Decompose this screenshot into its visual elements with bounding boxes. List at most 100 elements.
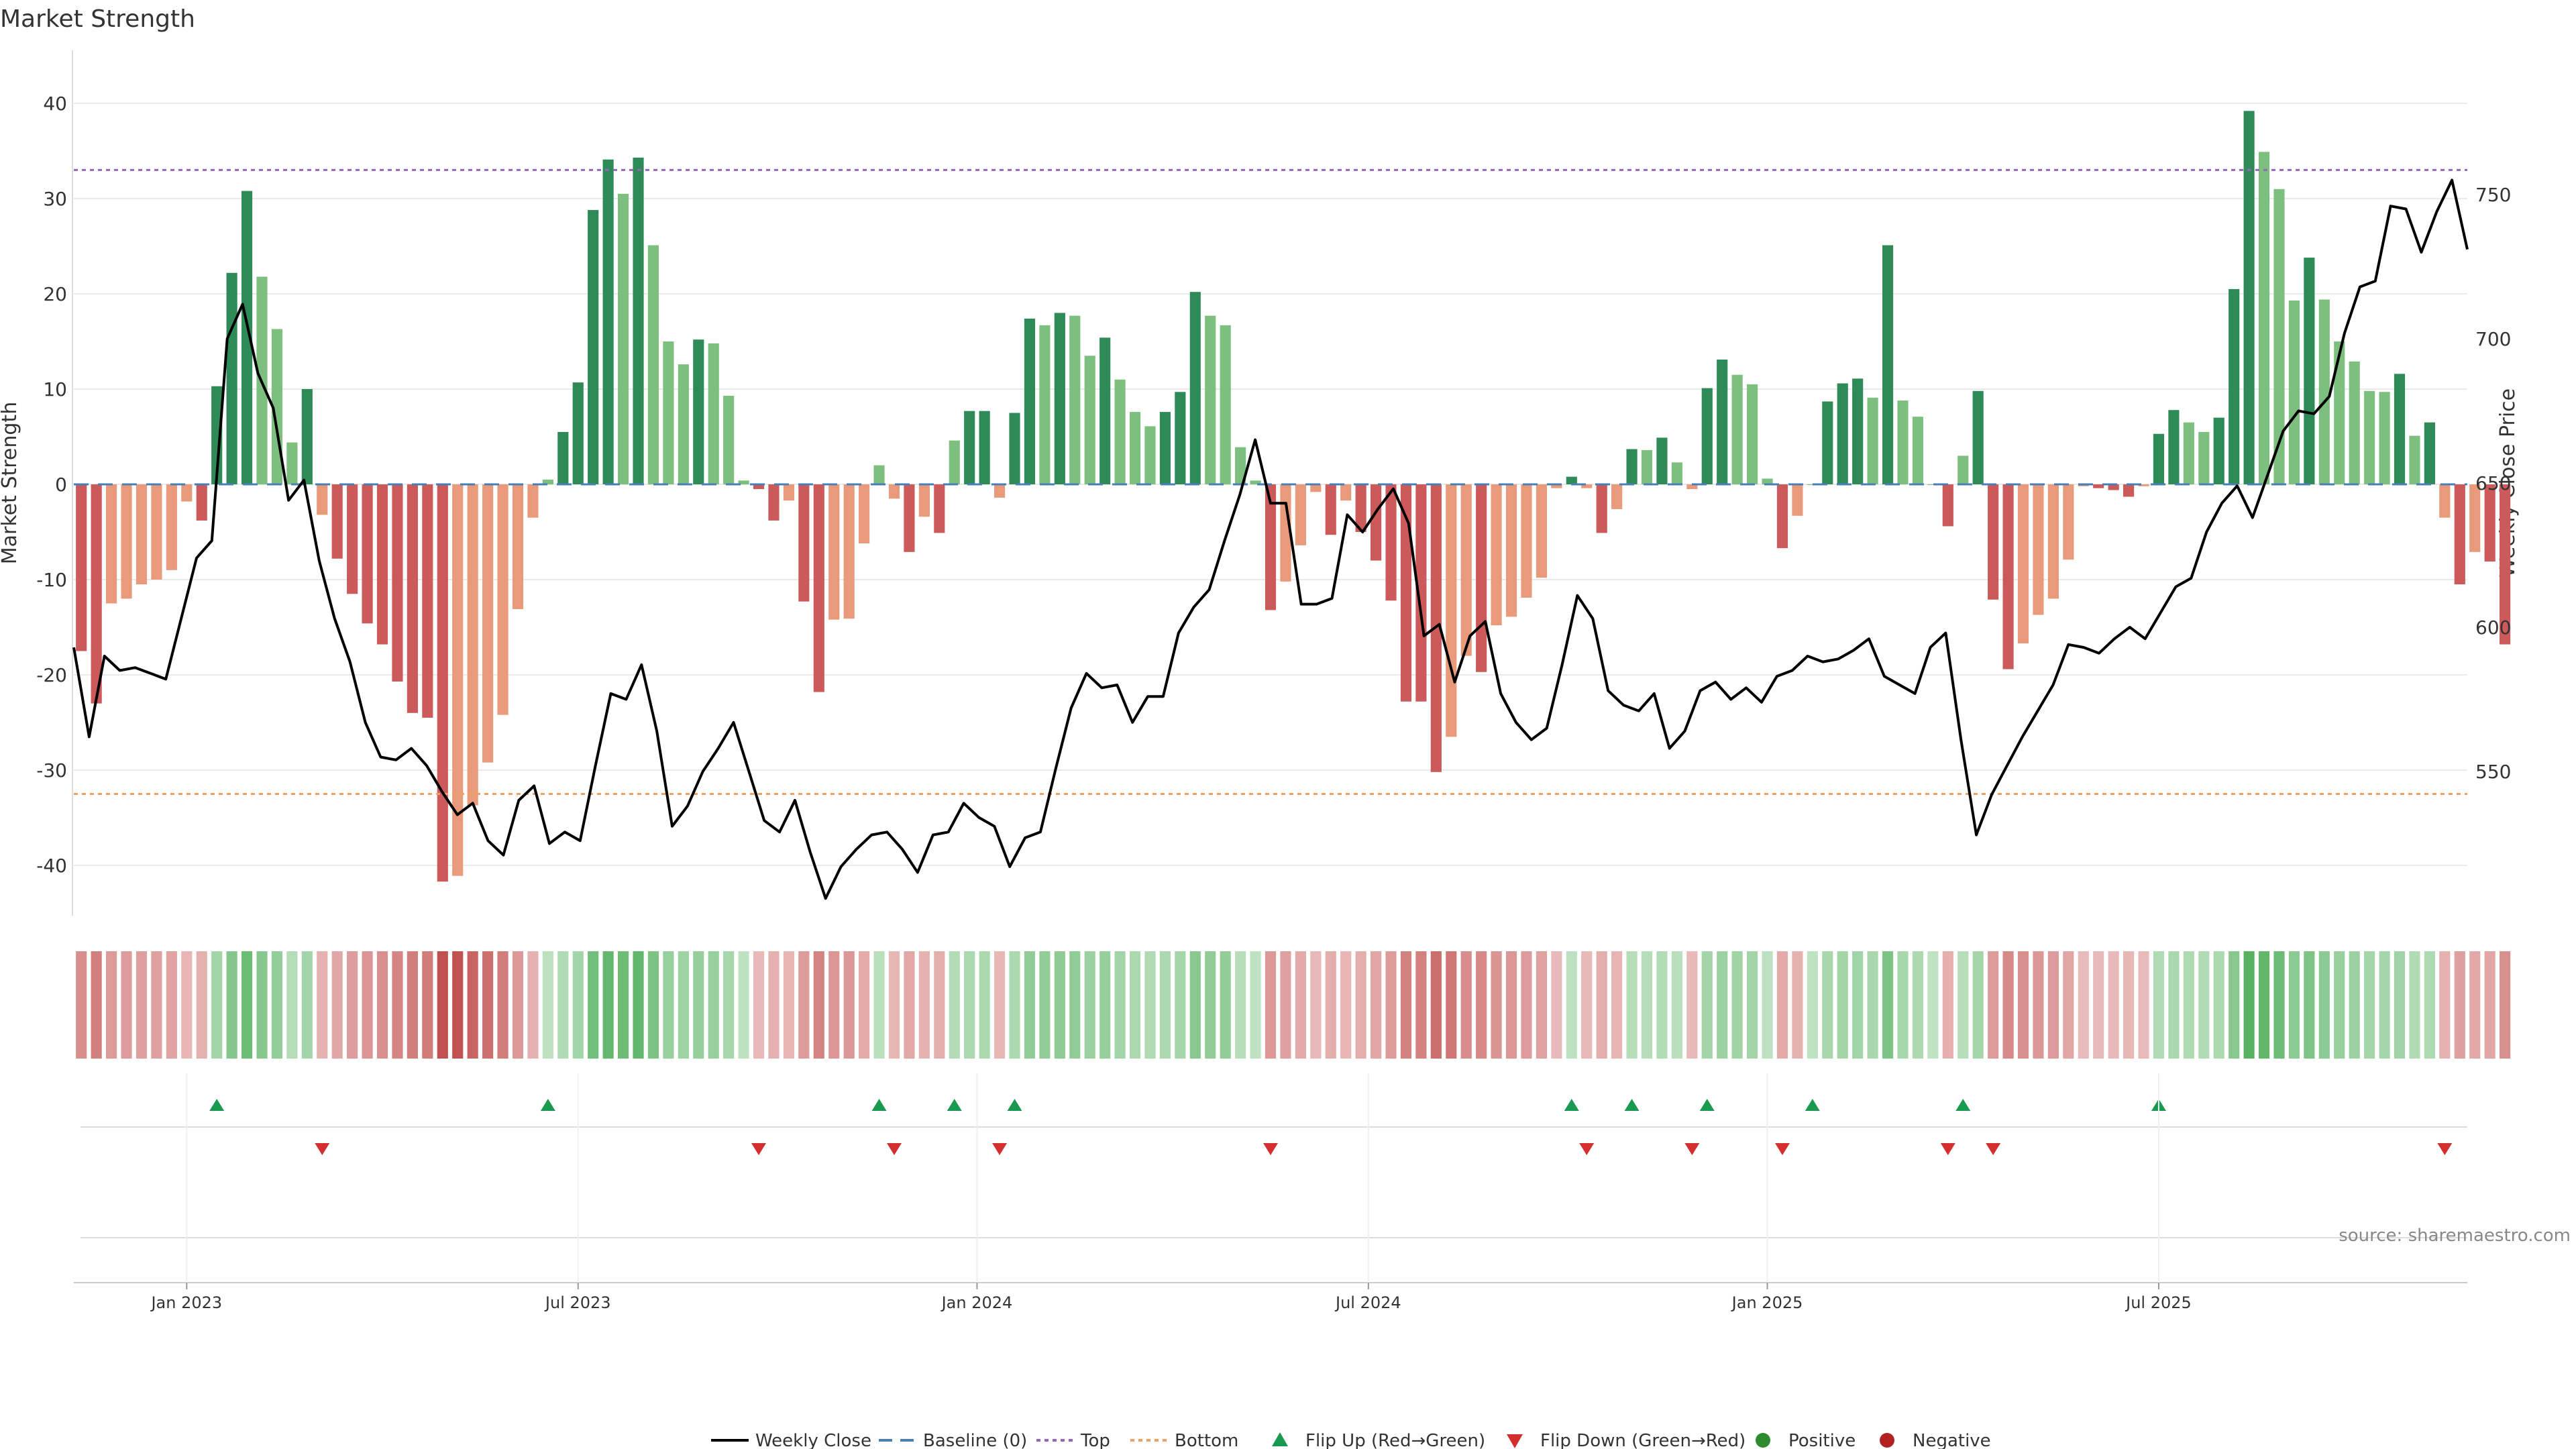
strength-bar — [934, 484, 945, 533]
strength-bar — [2484, 484, 2496, 562]
heat-cell — [1897, 951, 1909, 1059]
heat-cell — [979, 951, 990, 1059]
strength-bar — [2198, 431, 2210, 484]
strength-bar — [2454, 484, 2465, 585]
y2-tick-label: 750 — [2475, 184, 2511, 206]
strength-bar — [2063, 484, 2074, 560]
strength-bar — [2017, 484, 2029, 644]
heat-cell — [331, 951, 343, 1059]
strength-bar — [1220, 325, 1231, 484]
legend-label: Negative — [1913, 1431, 1991, 1449]
y-tick-label: -20 — [36, 664, 67, 686]
strength-bar — [452, 484, 464, 876]
strength-bar — [226, 272, 237, 484]
strength-bar — [572, 382, 584, 484]
heat-cell — [2002, 951, 2014, 1059]
strength-bar — [241, 191, 253, 484]
y-tick-label: -30 — [36, 759, 67, 782]
heat-cell — [2017, 951, 2029, 1059]
legend-item: Flip Down (Green→Red) — [1507, 1431, 1746, 1449]
heat-cell — [708, 951, 719, 1059]
strength-bar — [1852, 378, 1864, 484]
heat-cell — [467, 951, 478, 1059]
strength-bar — [2349, 361, 2360, 484]
heat-cell — [1942, 951, 1953, 1059]
strength-bar — [1144, 426, 1156, 484]
x-tick-label: Jul 2025 — [2125, 1293, 2192, 1312]
heat-cell — [1912, 951, 1924, 1059]
y2-axis-ticks: 550 600 650 700 750 — [2475, 184, 2511, 783]
x-tick-label: Jan 2023 — [150, 1293, 222, 1312]
strength-bar — [1280, 484, 1291, 582]
heat-cell — [2304, 951, 2315, 1059]
heat-cell — [347, 951, 358, 1059]
y-tick-label: 10 — [43, 378, 67, 400]
heat-cell — [301, 951, 313, 1059]
strength-bar — [1641, 449, 1653, 484]
strength-bar — [678, 364, 689, 484]
y-tick-label: -10 — [36, 569, 67, 591]
legend-label: Bottom — [1175, 1431, 1238, 1449]
heat-cell — [1521, 951, 1532, 1059]
heat-cell — [2258, 951, 2270, 1059]
strength-bar — [753, 484, 765, 490]
legend-item: Negative — [1880, 1431, 1991, 1449]
heat-cell — [1731, 951, 1743, 1059]
strength-bar — [768, 484, 780, 521]
y2-tick-label: 700 — [2475, 328, 2511, 350]
heat-cell — [2033, 951, 2044, 1059]
heat-cell — [512, 951, 524, 1059]
heat-cell — [2108, 951, 2119, 1059]
strength-bar — [422, 484, 433, 718]
heat-cell — [1491, 951, 1502, 1059]
y-tick-label: 0 — [55, 474, 67, 496]
heat-cell — [1957, 951, 1969, 1059]
x-tick-label: Jan 2024 — [941, 1293, 1013, 1312]
strength-bar — [1189, 292, 1201, 484]
strength-bar — [873, 465, 885, 484]
heat-cell — [452, 951, 464, 1059]
strength-bar — [994, 484, 1006, 498]
heat-cell — [1776, 951, 1788, 1059]
strength-bar — [2093, 484, 2104, 488]
strength-bar — [1897, 400, 1909, 484]
heat-cell — [151, 951, 162, 1059]
flip-up-marker — [1564, 1099, 1579, 1111]
strength-heat-strip — [76, 951, 2511, 1059]
heat-cell — [1762, 951, 1773, 1059]
strength-bar — [2304, 258, 2315, 484]
flip-down-marker — [1940, 1143, 1955, 1155]
heat-cell — [1175, 951, 1186, 1059]
strength-bar — [1355, 484, 1366, 532]
legend-label: Weekly Close — [755, 1431, 871, 1449]
strength-bar — [1476, 484, 1487, 672]
strength-bar — [301, 389, 313, 484]
heat-cell — [2349, 951, 2360, 1059]
flip-down-marker — [1986, 1143, 2001, 1155]
legend-label: Flip Down (Green→Red) — [1540, 1431, 1746, 1449]
heat-cell — [813, 951, 824, 1059]
heat-cell — [2364, 951, 2375, 1059]
heat-cell — [241, 951, 253, 1059]
strength-bar — [392, 484, 403, 682]
heat-cell — [1205, 951, 1216, 1059]
heat-cell — [2379, 951, 2390, 1059]
strength-bar — [1175, 392, 1186, 484]
heat-cell — [2198, 951, 2210, 1059]
heat-cell — [91, 951, 102, 1059]
x-tick-label: Jan 2025 — [1731, 1293, 1803, 1312]
strength-bar — [1446, 484, 1457, 737]
heat-cell — [376, 951, 388, 1059]
flip-down-marker — [1684, 1143, 1700, 1155]
chart-title: Market Strength — [0, 5, 195, 33]
strength-bar — [1551, 484, 1562, 488]
heat-cell — [422, 951, 433, 1059]
heat-cell — [1430, 951, 1442, 1059]
strength-bar — [317, 484, 328, 515]
heat-cell — [2123, 951, 2135, 1059]
heat-cell — [1220, 951, 1231, 1059]
legend-swatch-triangle-down — [1507, 1434, 1523, 1448]
heat-cell — [2439, 951, 2451, 1059]
heat-cell — [617, 951, 629, 1059]
strength-bar — [888, 484, 900, 499]
